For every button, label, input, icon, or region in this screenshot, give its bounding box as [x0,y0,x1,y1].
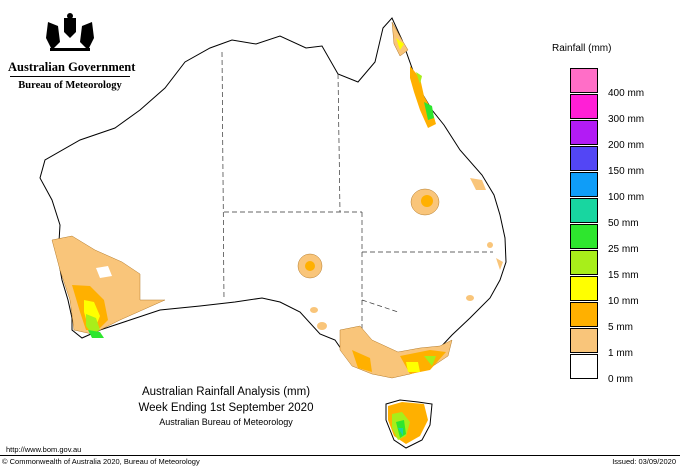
legend-swatch [570,276,598,301]
copyright-text: © Commonwealth of Australia 2020, Bureau… [2,457,200,466]
wa-rainfall [51,235,166,338]
government-title: Australian Government [8,60,136,74]
bureau-title: Bureau of Meteorology [18,80,122,91]
legend-label: 25 mm [608,244,639,255]
issued-date: Issued: 03/09/2020 [612,457,676,466]
legend-swatch [570,68,598,93]
legend-label: 100 mm [608,192,645,203]
caption-source: Australian Bureau of Meteorology [159,417,293,427]
legend-label: 1 mm [608,348,633,359]
caption-period: Week Ending 1st September 2020 [138,402,314,414]
rain-area-medium [305,261,315,271]
rain-area-lime [86,314,100,334]
se-rainfall [339,325,453,379]
legend-label: 0 mm [608,374,633,385]
tas-rainfall [388,402,428,444]
rain-area-green [424,102,434,120]
rain-area-green [88,330,104,338]
bom-url: http://www.bom.gov.au [6,445,82,454]
header-divider [10,76,130,77]
legend-swatch [570,172,598,197]
legend-label: 5 mm [608,322,633,333]
legend-swatch [570,302,598,327]
legend-label: 150 mm [608,166,645,177]
legend-label: 10 mm [608,296,639,307]
australia-coastline [39,17,507,376]
legend-label: 50 mm [608,218,639,229]
legend-swatch [570,328,598,353]
rain-area-medium [421,195,433,207]
legend-label: 300 mm [608,114,645,125]
legend-swatch [570,146,598,171]
rain-area-yellow [406,362,420,372]
legend-label: 400 mm [608,88,645,99]
map-caption: Australian Rainfall Analysis (mm) Week E… [106,386,346,427]
legend-swatch [570,354,598,379]
coat-of-arms-icon [46,13,94,51]
legend-swatch [570,224,598,249]
legend-title: Rainfall (mm) [552,43,612,54]
central-rainfall [297,188,493,330]
government-logo: Australian Government Bureau of Meteorol… [0,0,140,100]
legend-label: 15 mm [608,270,639,281]
legend-swatch [570,250,598,275]
rain-area-lime [424,356,436,366]
footer-divider [0,455,680,456]
legend-swatch [570,120,598,145]
qld-rainfall [391,21,503,270]
legend-swatch [570,94,598,119]
rain-area-light [391,21,409,57]
legend-label: 200 mm [608,140,645,151]
caption-title: Australian Rainfall Analysis (mm) [141,386,311,398]
rain-area-teal [398,428,403,436]
legend-swatch [570,198,598,223]
